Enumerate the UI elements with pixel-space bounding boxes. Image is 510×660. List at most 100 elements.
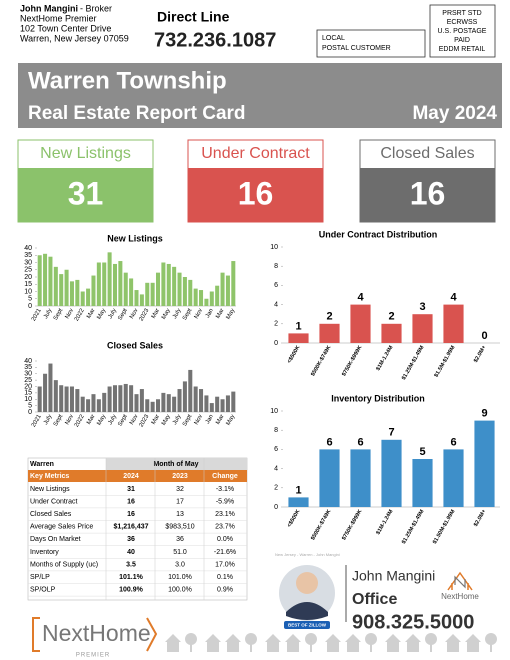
chart-title: Closed Sales	[107, 340, 163, 350]
table-cell: 16	[127, 498, 135, 505]
y-tick-label: 4	[274, 465, 278, 472]
x-tick-label: $750K-$999K	[341, 509, 363, 542]
table-cell: 0.0%	[217, 536, 233, 543]
bar	[69, 386, 74, 412]
bar	[350, 304, 371, 343]
bar	[215, 285, 220, 306]
house	[445, 634, 461, 652]
x-tick-label: Nov	[194, 414, 205, 426]
bar	[91, 394, 96, 412]
direct-line-label: Direct Line	[157, 9, 230, 25]
x-tick-label: Nov	[65, 308, 76, 320]
x-tick-label: July	[43, 414, 54, 426]
metrics-table: Warren Month of May Key Metrics 2024 2023 Cha…	[27, 457, 248, 601]
table-cell: Inventory	[30, 549, 59, 556]
logo-bracket	[32, 617, 40, 652]
x-tick-label: Nov	[129, 308, 140, 320]
bar	[118, 261, 123, 306]
tree	[485, 633, 497, 645]
y-tick-label: 6	[274, 282, 278, 289]
stat-label: New Listings	[40, 145, 131, 162]
y-tick-label: 0	[274, 340, 278, 347]
table-cell: -3.1%	[216, 486, 234, 493]
x-tick-label: Nov	[194, 308, 205, 320]
footer-tagline: PREMIER	[76, 653, 110, 659]
table-cell: 101.0%	[168, 574, 192, 581]
stat-label: Under Contract	[201, 145, 310, 162]
table-cell: Under Contract	[30, 498, 78, 505]
data-label: 0	[481, 330, 487, 342]
y-tick-label: 4	[274, 301, 278, 308]
table-cell: -5.9%	[216, 498, 234, 505]
bar	[139, 294, 144, 306]
header-cell: Key Metrics	[30, 473, 69, 480]
tree	[425, 633, 437, 645]
bar	[107, 252, 112, 306]
x-tick-label: May	[161, 308, 172, 321]
tree	[185, 633, 197, 645]
bar	[129, 385, 134, 412]
x-tick-label: 2022	[74, 307, 86, 322]
table-cell: 3.0	[175, 561, 185, 568]
bar	[150, 401, 155, 412]
table-cell: 51.0	[173, 549, 187, 556]
x-tick-label: July	[172, 414, 183, 426]
trunk	[190, 644, 192, 652]
table-cell: $983,510	[165, 524, 194, 531]
x-tick-label: <$500K	[287, 345, 302, 365]
bar	[225, 275, 230, 306]
bar	[139, 389, 144, 412]
table-title: Warren	[30, 461, 54, 468]
y-tick-label: 40	[24, 358, 32, 365]
data-label: 5	[419, 446, 425, 458]
nexthome-icon	[447, 571, 473, 591]
bar	[134, 290, 139, 306]
table-cell: Months of Supply (uc)	[30, 561, 98, 568]
table-period: Month of May	[153, 461, 198, 468]
y-tick-label: 25	[24, 377, 32, 384]
x-tick-label: $1.25M-$1.49M	[401, 508, 426, 545]
bar	[220, 399, 225, 412]
y-tick-label: 8	[274, 427, 278, 434]
x-tick-label: July	[172, 308, 183, 320]
table-cell: 17	[176, 498, 184, 505]
postage-line: PAID	[454, 37, 470, 44]
y-tick-label: 15	[24, 390, 32, 397]
bar	[474, 420, 495, 507]
data-label: 3	[419, 301, 425, 313]
data-label: 4	[450, 292, 457, 304]
y-tick-label: 35	[24, 364, 32, 371]
period-band	[106, 458, 247, 470]
x-tick-label: Sept	[182, 414, 194, 428]
direct-line-number: 732.236.1087	[154, 29, 276, 51]
table-cell: 0.1%	[217, 574, 233, 581]
x-tick-label: Jan	[205, 414, 215, 425]
table-cell: Average Sales Price	[30, 524, 93, 531]
table-cell: SP/LP	[30, 574, 50, 581]
y-tick-label: 8	[274, 263, 278, 270]
city: Warren, New Jersey 07059	[20, 33, 129, 43]
bar	[177, 272, 182, 306]
x-tick-label: $500K-$749K	[310, 345, 332, 378]
bar	[231, 261, 236, 306]
x-tick-label: Sept	[117, 308, 129, 322]
x-tick-label: $1M-1.24M	[375, 508, 394, 535]
table-cell: 101.1%	[119, 574, 144, 581]
agent-role: - Broker	[80, 3, 112, 13]
bar	[177, 389, 182, 412]
data-label: 7	[388, 427, 394, 439]
bar	[123, 383, 128, 412]
bar	[102, 392, 107, 412]
data-label: 6	[326, 436, 332, 448]
trunk	[250, 644, 252, 652]
x-tick-label: $500K-$749K	[310, 509, 332, 542]
bar	[145, 399, 150, 412]
badge	[284, 621, 330, 629]
x-tick-label: Mar	[86, 414, 96, 426]
table-cell: 3.5	[126, 561, 136, 568]
data-label: 4	[357, 292, 364, 304]
bar	[172, 396, 177, 412]
table-cell: 16	[127, 511, 135, 518]
bar	[129, 278, 134, 306]
